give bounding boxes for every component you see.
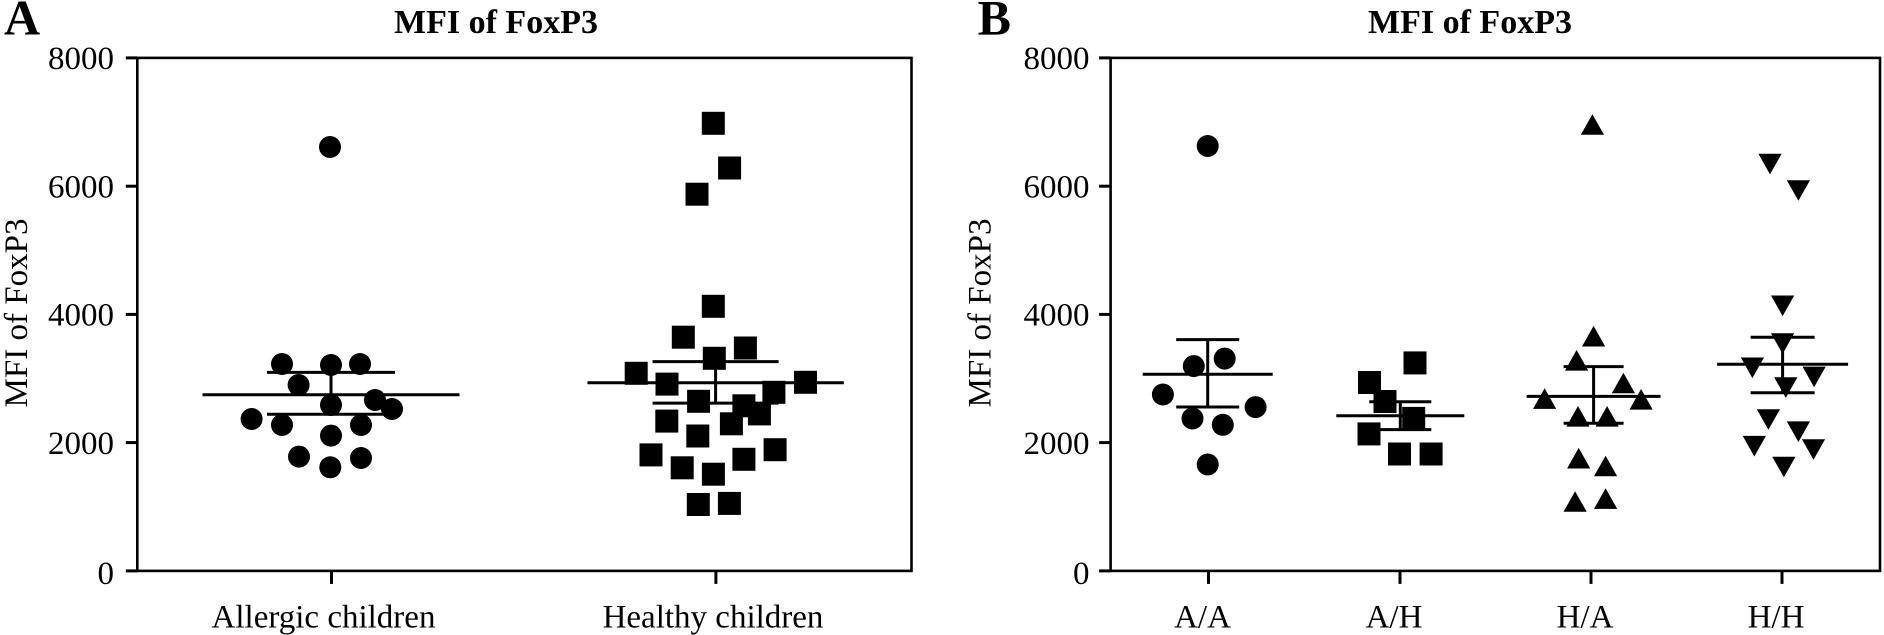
svg-text:6000: 6000	[48, 170, 114, 206]
svg-text:MFI of FoxP3: MFI of FoxP3	[1368, 4, 1572, 41]
svg-text:4000: 4000	[1024, 298, 1090, 334]
svg-text:8000: 8000	[1024, 41, 1090, 77]
svg-text:B: B	[978, 0, 1011, 46]
svg-text:0: 0	[1073, 556, 1090, 592]
svg-text:A: A	[4, 0, 40, 46]
svg-text:8000: 8000	[48, 41, 114, 77]
svg-text:MFI of FoxP3: MFI of FoxP3	[394, 4, 598, 41]
svg-text:A/A: A/A	[1174, 600, 1231, 635]
svg-text:H/H: H/H	[1748, 600, 1805, 635]
svg-text:0: 0	[98, 556, 115, 592]
svg-text:A/H: A/H	[1366, 600, 1423, 635]
svg-text:2000: 2000	[48, 426, 114, 462]
svg-text:MFI of FoxP3: MFI of FoxP3	[963, 219, 999, 408]
svg-text:H/A: H/A	[1557, 600, 1614, 635]
svg-text:4000: 4000	[48, 298, 114, 334]
svg-text:Allergic children: Allergic children	[212, 600, 436, 635]
svg-text:MFI of FoxP3: MFI of FoxP3	[0, 219, 35, 408]
svg-text:Healthy children: Healthy children	[603, 600, 824, 635]
svg-text:2000: 2000	[1024, 426, 1090, 462]
svg-text:6000: 6000	[1024, 170, 1090, 206]
